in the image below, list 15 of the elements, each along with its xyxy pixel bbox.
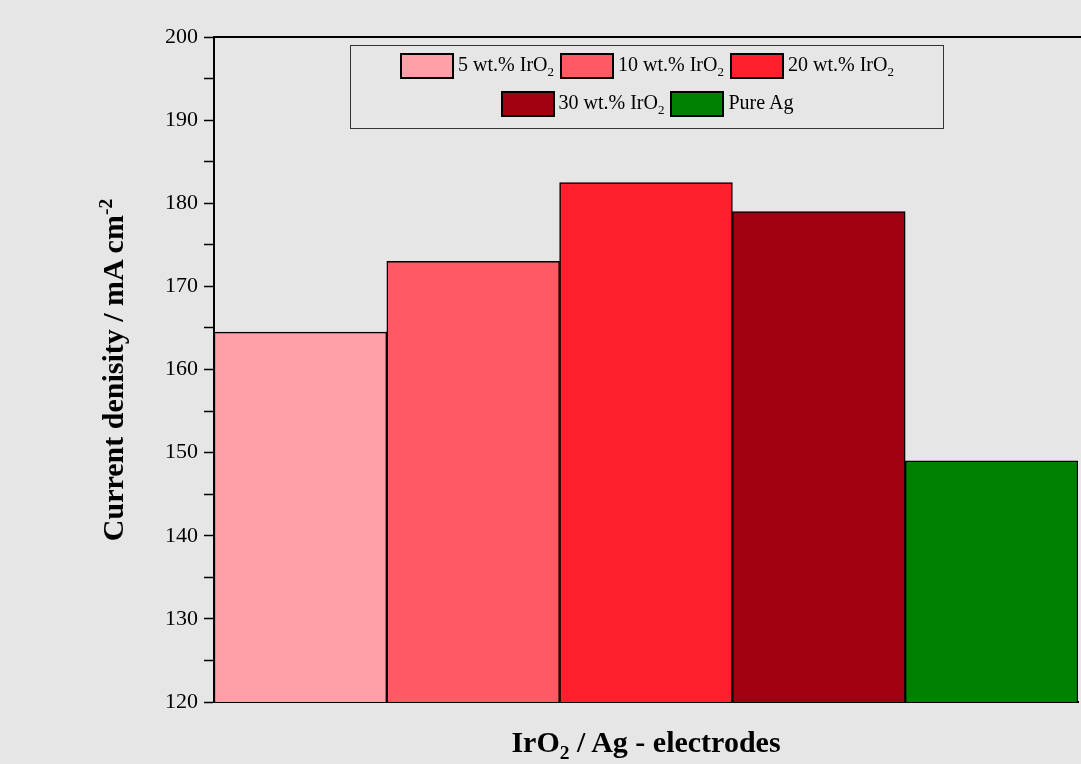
y-tick-label: 180 [165,189,198,215]
y-tick-label: 120 [165,687,198,713]
y-tick-label: 190 [165,105,198,131]
y-tick-label: 160 [165,355,198,381]
y-tick-label: 170 [165,272,198,298]
legend-label: Pure Ag [728,91,794,113]
legend-label: 5 wt.% IrO$_{2}$ [458,53,555,79]
x-axis-title: IrO$_{2}$ / Ag - electrodes [510,725,782,764]
y-tick-label: 150 [165,438,198,464]
y-tick-label: 200 [165,22,198,48]
legend-label: 30 wt.% IrO$_{2}$ [558,91,665,117]
y-tick-label: 140 [165,521,198,547]
y-tick-label: 130 [165,604,198,630]
legend-label: 10 wt.% IrO$_{2}$ [618,53,724,79]
legend-label: 20 wt.% IrO$_{2}$ [787,53,894,79]
